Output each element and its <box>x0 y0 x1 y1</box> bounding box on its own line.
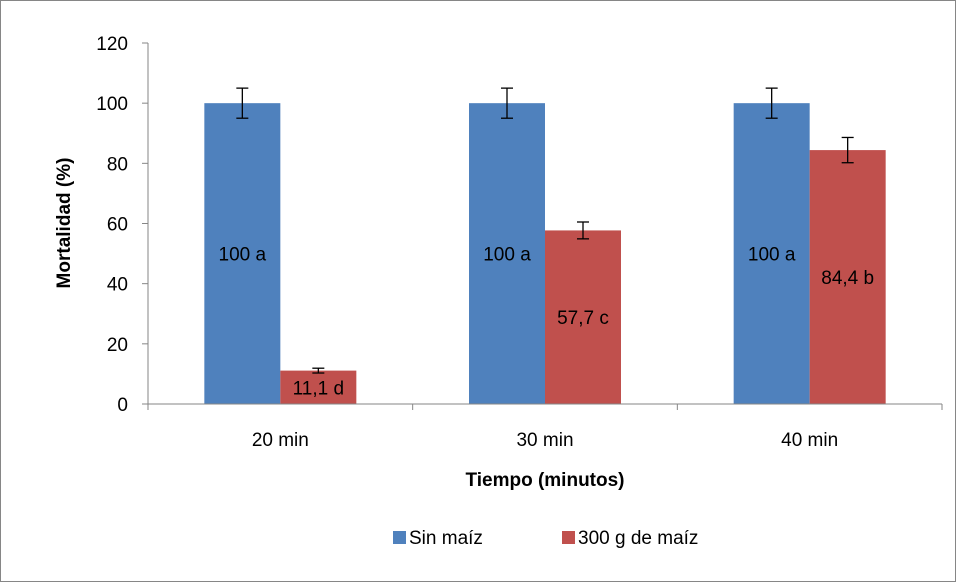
bar <box>809 150 886 404</box>
legend-swatch <box>562 531 575 544</box>
bar <box>280 370 357 404</box>
data-label: 11,1 d <box>293 378 344 399</box>
data-label: 100 a <box>748 245 796 266</box>
x-axis-title: Tiempo (minutos) <box>465 470 624 491</box>
data-label: 84,4 b <box>821 268 874 289</box>
data-label: 57,7 c <box>557 308 609 329</box>
y-tick-label: 100 <box>96 94 128 115</box>
bar <box>469 103 545 405</box>
legend-label: Sin maíz <box>409 528 483 549</box>
y-tick-label: 60 <box>107 215 128 236</box>
legend-swatch <box>393 531 406 544</box>
y-tick-label: 40 <box>107 275 128 296</box>
legend-label: 300 g de maíz <box>578 528 698 549</box>
x-tick-label: 40 min <box>781 430 838 451</box>
legend: Sin maíz 300 g de maíz <box>393 528 698 549</box>
bar <box>204 103 281 405</box>
x-tick-label: 30 min <box>516 430 573 451</box>
bar <box>733 103 810 405</box>
error-bars <box>236 87 854 374</box>
bars <box>204 103 886 405</box>
y-tick-label: 20 <box>107 335 128 356</box>
y-axis-title: Mortalidad (%) <box>54 158 75 289</box>
y-tick-label: 80 <box>107 154 128 175</box>
y-tick-label: 0 <box>117 395 128 416</box>
x-axis-ticks: 20 min 30 min 40 min <box>147 404 943 451</box>
data-labels: 100 a 100 a 100 a 11,1 d 57,7 c 84,4 b <box>219 245 875 400</box>
y-tick-label: 120 <box>96 34 128 55</box>
bar <box>545 230 621 404</box>
data-label: 100 a <box>483 245 531 266</box>
y-axis-ticks: 0 20 40 60 80 100 120 <box>96 34 148 416</box>
data-label: 100 a <box>219 245 267 266</box>
x-tick-label: 20 min <box>252 430 309 451</box>
